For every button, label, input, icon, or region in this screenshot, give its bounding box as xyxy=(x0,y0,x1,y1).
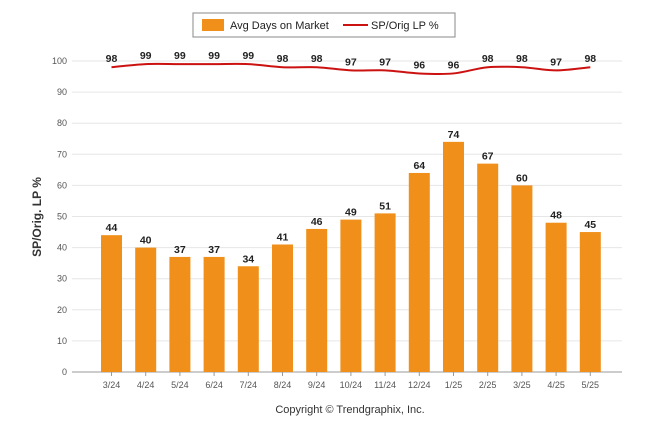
bar-value-label: 74 xyxy=(448,129,460,141)
bar-value-label: 46 xyxy=(311,216,323,228)
x-tick-label: 5/25 xyxy=(582,380,600,390)
y-tick-label: 40 xyxy=(57,243,67,253)
line-value-label: 98 xyxy=(482,53,494,65)
x-tick-label: 1/25 xyxy=(445,380,463,390)
line-value-label: 96 xyxy=(448,59,460,71)
sp-orig-lp-line xyxy=(111,62,591,76)
bar xyxy=(374,213,396,372)
y-tick-label: 50 xyxy=(57,212,67,222)
bar-value-label: 40 xyxy=(140,235,152,247)
bar xyxy=(443,141,464,372)
bar xyxy=(408,172,430,372)
y-tick-label: 20 xyxy=(57,305,67,315)
bar xyxy=(477,163,499,372)
bar xyxy=(237,266,259,372)
y-axis-label: SP/Orig. LP % xyxy=(30,177,44,257)
bar-value-label: 49 xyxy=(345,207,357,219)
legend-bar-swatch xyxy=(202,19,224,31)
bar xyxy=(340,219,362,372)
bar-value-label: 34 xyxy=(242,253,254,265)
x-tick-label: 3/25 xyxy=(513,380,531,390)
line-value-label: 98 xyxy=(106,53,118,65)
bars: 44 40 37 37 34 41 46 49 51 64 74 67 60 48 45 xyxy=(101,129,601,372)
line-value-label: 97 xyxy=(345,56,357,68)
legend: Avg Days on Market SP/Orig LP % xyxy=(192,12,456,38)
x-tick-label: 11/24 xyxy=(374,380,396,390)
x-tick-label: 3/24 xyxy=(103,380,121,390)
bar xyxy=(135,247,157,372)
bar-value-label: 64 xyxy=(413,160,425,172)
x-tick-label: 12/24 xyxy=(408,380,431,390)
bar-value-label: 37 xyxy=(174,244,186,256)
bar-value-label: 51 xyxy=(379,200,391,212)
line-value-label: 99 xyxy=(208,50,220,62)
line-value-label: 99 xyxy=(140,50,152,62)
bar xyxy=(579,232,601,372)
line-value-label: 98 xyxy=(516,53,528,65)
legend-line-label: SP/Orig LP % xyxy=(371,20,439,32)
bar xyxy=(511,185,533,372)
x-tick-label: 7/24 xyxy=(240,380,258,390)
x-tick-label: 4/25 xyxy=(547,380,565,390)
y-tick-label: 60 xyxy=(57,180,67,190)
x-axis-ticks: 3/24 4/24 5/24 6/24 7/24 8/24 9/24 10/24 11/24 12… xyxy=(103,372,599,390)
line-value-label: 98 xyxy=(584,53,596,65)
line-value-label: 96 xyxy=(413,59,425,71)
y-tick-label: 70 xyxy=(57,149,67,159)
y-tick-label: 100 xyxy=(52,56,67,66)
y-tick-label: 90 xyxy=(57,87,67,97)
bar xyxy=(169,256,191,372)
y-tick-label: 0 xyxy=(62,367,67,377)
legend-bar-label: Avg Days on Market xyxy=(230,20,329,32)
legend-box xyxy=(192,12,456,38)
line-value-label: 98 xyxy=(277,53,289,65)
x-tick-label: 6/24 xyxy=(205,380,223,390)
y-axis-ticks: 0 10 20 30 40 50 60 70 80 90 100 xyxy=(52,56,67,377)
bar-value-label: 48 xyxy=(550,210,562,222)
line-value-label: 97 xyxy=(379,56,391,68)
bar xyxy=(101,235,122,372)
bar-value-label: 37 xyxy=(208,244,220,256)
x-tick-label: 8/24 xyxy=(274,380,292,390)
bar-value-label: 45 xyxy=(584,219,596,231)
x-tick-label: 4/24 xyxy=(137,380,155,390)
bar-value-label: 44 xyxy=(106,222,118,234)
bar-value-label: 60 xyxy=(516,172,528,184)
line-value-label: 99 xyxy=(242,50,254,62)
x-tick-label: 2/25 xyxy=(479,380,497,390)
bar xyxy=(272,244,293,372)
x-tick-label: 10/24 xyxy=(340,380,363,390)
line-value-label: 98 xyxy=(311,53,323,65)
bar-value-label: 41 xyxy=(277,231,289,243)
y-tick-label: 30 xyxy=(57,274,67,284)
x-tick-label: 5/24 xyxy=(171,380,189,390)
x-tick-label: 9/24 xyxy=(308,380,326,390)
bar xyxy=(306,228,328,372)
line-value-label: 97 xyxy=(550,56,562,68)
bar-value-label: 67 xyxy=(482,151,494,163)
y-tick-label: 80 xyxy=(57,118,67,128)
bar xyxy=(203,256,225,372)
y-tick-label: 10 xyxy=(57,336,67,346)
copyright-text: Copyright © Trendgraphix, Inc. xyxy=(275,404,424,416)
line-series: 98 99 99 99 99 98 98 97 97 96 96 98 98 97 98 xyxy=(106,50,596,76)
bar xyxy=(545,222,567,372)
line-value-label: 99 xyxy=(174,50,186,62)
